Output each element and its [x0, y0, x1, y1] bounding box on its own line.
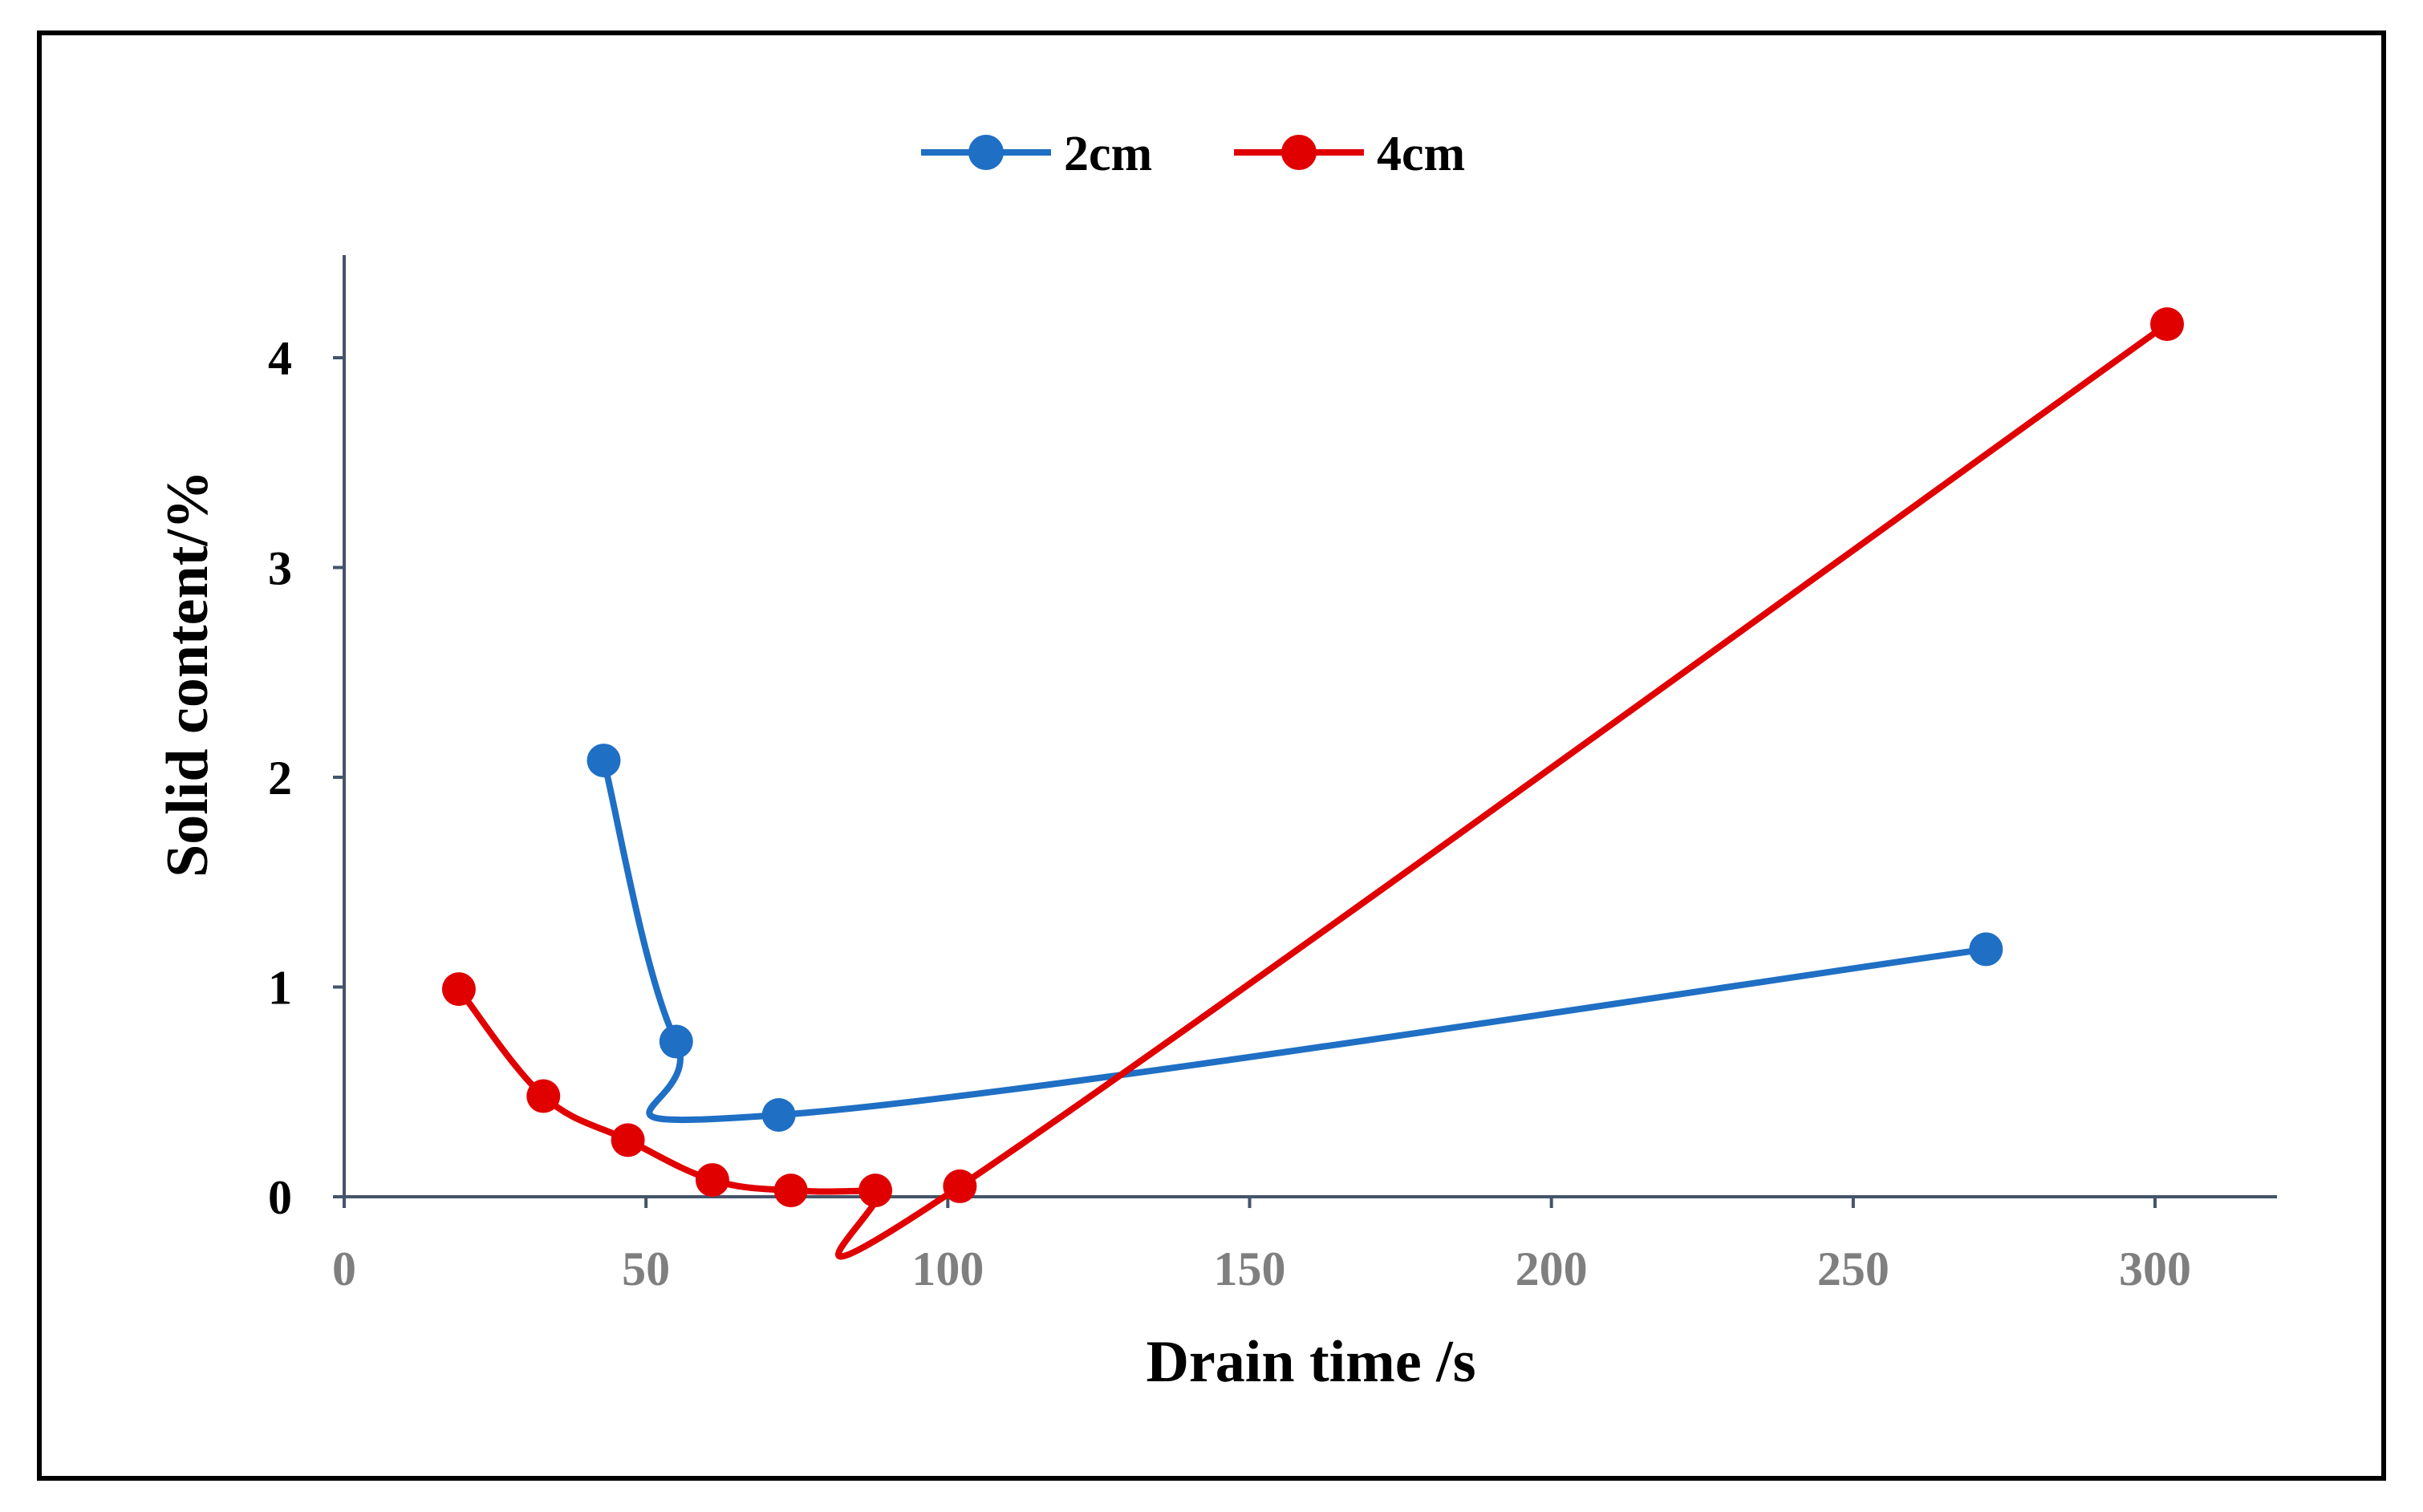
- data-point-4cm: [526, 1079, 561, 1113]
- data-point-2cm: [586, 744, 621, 778]
- y-tick-label: 1: [268, 962, 292, 1015]
- x-tick-label: 100: [911, 1242, 984, 1295]
- x-tick-label: 150: [1214, 1242, 1286, 1295]
- legend-marker-2cm: [968, 135, 1004, 170]
- series-layer: [441, 307, 2185, 1260]
- x-tick-label: 200: [1516, 1242, 1588, 1295]
- legend-item-2cm: 2cm: [921, 127, 1152, 181]
- data-point-4cm: [858, 1174, 893, 1208]
- y-tick-label: 0: [268, 1171, 292, 1224]
- data-point-4cm: [943, 1169, 977, 1203]
- data-point-4cm: [441, 972, 476, 1007]
- y-tick-label: 4: [268, 332, 292, 385]
- y-axis-ticks: 0 1 2 3 4: [268, 332, 344, 1224]
- legend-marker-4cm: [1281, 135, 1317, 170]
- data-point-4cm: [773, 1174, 808, 1208]
- data-point-4cm: [2150, 307, 2185, 342]
- series-2cm: [586, 744, 2003, 1133]
- legend-label-4cm: 4cm: [1377, 127, 1465, 181]
- data-point-2cm: [659, 1024, 693, 1059]
- series-line-2cm: [600, 757, 1990, 1124]
- data-point-4cm: [695, 1163, 729, 1198]
- chart-frame: [37, 30, 2386, 1481]
- x-tick-label: 300: [2119, 1242, 2191, 1295]
- series-4cm: [441, 307, 2185, 1260]
- x-tick-label: 50: [622, 1242, 670, 1295]
- data-point-2cm: [761, 1098, 796, 1133]
- x-tick-label: 250: [1817, 1242, 1889, 1295]
- legend-item-4cm: 4cm: [1234, 127, 1465, 181]
- data-point-4cm: [611, 1123, 645, 1157]
- legend-label-2cm: 2cm: [1064, 127, 1152, 181]
- y-tick-label: 2: [268, 752, 292, 805]
- x-tick-label: 0: [332, 1242, 356, 1295]
- y-axis-title: Solid content/%: [155, 470, 221, 878]
- y-tick-label: 3: [268, 542, 292, 595]
- data-point-2cm: [1969, 932, 2003, 967]
- legend: 2cm 4cm: [921, 127, 1465, 181]
- x-axis-ticks: 0 50 100 150 200 250 300: [332, 1197, 2191, 1295]
- x-axis-title: Drain time /s: [1146, 1329, 1475, 1395]
